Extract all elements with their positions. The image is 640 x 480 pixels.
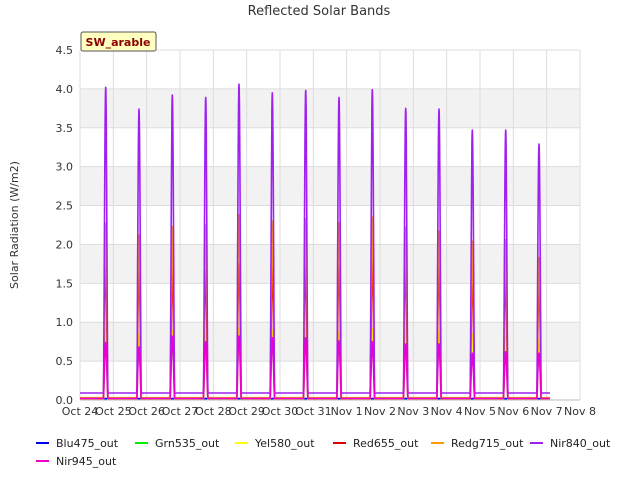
x-tick-label: Nov 7 <box>531 405 563 418</box>
site-label-box: SW_arable <box>80 31 157 52</box>
x-tick-label: Oct 28 <box>195 405 232 418</box>
x-tick-label: Nov 3 <box>397 405 429 418</box>
y-tick-label: 3.0 <box>56 161 74 174</box>
x-tick-label: Oct 29 <box>228 405 265 418</box>
legend-label: Redg715_out <box>451 437 524 450</box>
background-band <box>80 88 580 128</box>
x-tick-label: Oct 26 <box>128 405 165 418</box>
y-tick-label: 1.0 <box>56 316 74 329</box>
legend-label: Yel580_out <box>254 437 315 450</box>
legend-item: Yel580_out <box>235 437 315 450</box>
legend-label: Blu475_out <box>56 437 119 450</box>
x-tick-label: Nov 5 <box>464 405 496 418</box>
legend-item: Nir840_out <box>530 437 611 450</box>
x-tick-label: Oct 30 <box>262 405 299 418</box>
legend-label: Grn535_out <box>155 437 220 450</box>
legend-label: Nir840_out <box>550 437 611 450</box>
legend-item: Redg715_out <box>431 437 524 450</box>
x-tick-label: Oct 27 <box>162 405 199 418</box>
legend-label: Red655_out <box>353 437 419 450</box>
x-tick-label: Oct 31 <box>295 405 332 418</box>
background-band <box>80 322 580 362</box>
x-tick-label: Nov 1 <box>331 405 363 418</box>
background-band <box>80 244 580 284</box>
legend-item: Red655_out <box>333 437 419 450</box>
x-tick-label: Nov 2 <box>364 405 396 418</box>
y-tick-label: 2.5 <box>56 200 74 213</box>
site-label: SW_arable <box>86 36 151 49</box>
series-line-nir945_out <box>80 335 550 400</box>
legend-item: Blu475_out <box>36 437 119 450</box>
background-band <box>80 166 580 206</box>
legend-label: Nir945_out <box>56 455 117 468</box>
x-tick-label: Nov 4 <box>431 405 463 418</box>
legend-item: Grn535_out <box>135 437 220 450</box>
y-tick-label: 1.5 <box>56 277 74 290</box>
legend-item: Nir945_out <box>36 455 117 468</box>
y-tick-label: 4.0 <box>56 83 74 96</box>
y-tick-label: 2.0 <box>56 238 74 251</box>
x-tick-label: Nov 8 <box>564 405 596 418</box>
y-tick-label: 3.5 <box>56 122 74 135</box>
y-axis-label: Solar Radiation (W/m2) <box>8 161 21 289</box>
y-tick-label: 4.5 <box>56 44 74 57</box>
series-line-nir840_out <box>80 83 550 394</box>
chart-title: Reflected Solar Bands <box>248 4 391 19</box>
x-tick-label: Oct 25 <box>95 405 132 418</box>
legend: Blu475_out Grn535_out Yel580_out Red655_out… <box>36 437 611 468</box>
x-tick-label: Nov 6 <box>497 405 529 418</box>
x-tick-label: Oct 24 <box>62 405 99 418</box>
y-tick-label: 0.0 <box>56 394 74 407</box>
y-tick-label: 0.5 <box>56 355 74 368</box>
